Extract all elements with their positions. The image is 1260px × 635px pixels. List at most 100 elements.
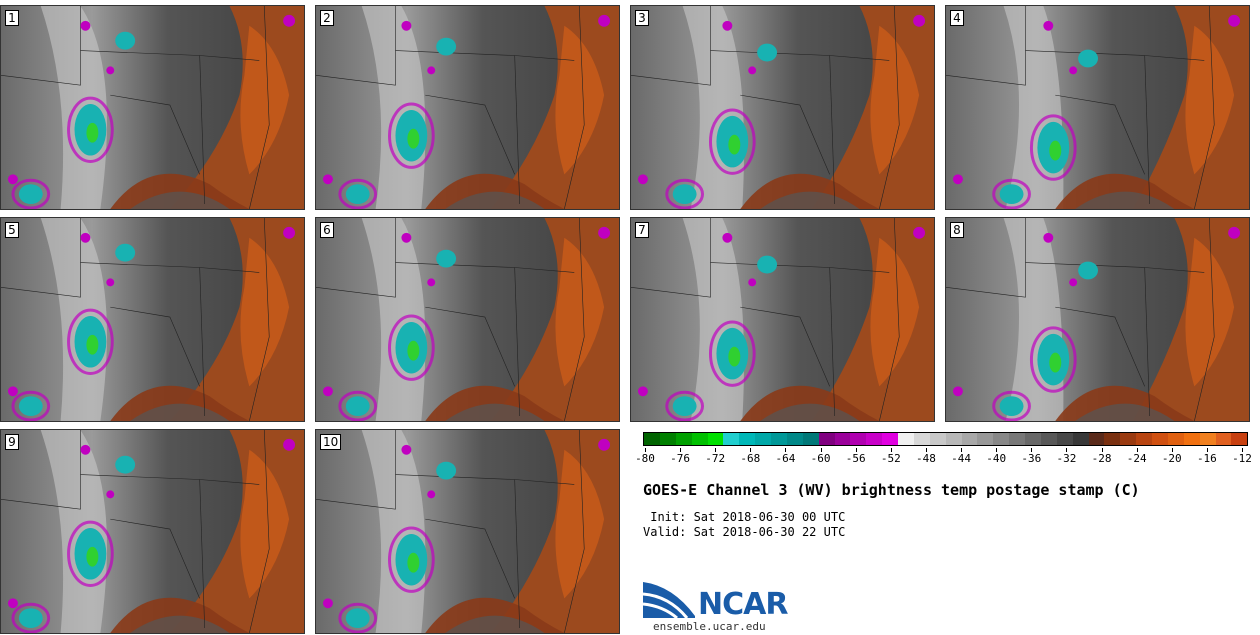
colorbar-tick [890,448,892,452]
colorbar-segment [675,433,692,445]
colorbar-tick-label: -76 [670,452,691,465]
colorbar-labels: -80 -76 -72 -68 -64 -60 -56 -52 -48 -44 -40 -36 -32 -… [635,448,1252,466]
logo-text: NCAR [698,587,788,622]
colorbar-segment [1072,433,1089,445]
colorbar-tick [785,448,787,452]
colorbar-segment [1231,433,1248,445]
water-vapor-map-icon [316,218,619,421]
colorbar-tick [1136,448,1138,452]
colorbar-segment [850,433,867,445]
colorbar-segment [1104,433,1121,445]
colorbar-tick [961,448,963,452]
colorbar-segment [1183,433,1200,445]
colorbar [643,432,1248,446]
colorbar-segment [882,433,898,445]
water-vapor-map-icon [631,6,934,209]
panel-number: 4 [950,10,964,26]
colorbar-tick-label: -72 [705,452,726,465]
map-panel-5: 5 [0,217,305,422]
colorbar-segment [691,433,708,445]
panel-number: 6 [320,222,334,238]
water-vapor-map-icon [1,218,304,421]
colorbar-tick [645,448,646,452]
colorbar-tick-label: -16 [1196,452,1217,465]
colorbar-tick-label: -68 [740,452,761,465]
colorbar-tick-label: -36 [1021,452,1042,465]
panel-number: 8 [950,222,964,238]
colorbar-tick [1031,448,1033,452]
colorbar-segment [802,433,819,445]
map-panel-2: 2 [315,5,620,210]
colorbar-tick [1171,448,1173,452]
colorbar-tick-label: -48 [916,452,936,465]
colorbar-segment [1167,433,1184,445]
init-time: Init: Sat 2018-06-30 00 UTC [643,510,846,524]
colorbar-tick [680,448,682,452]
water-vapor-map-icon [946,6,1249,209]
colorbar-segment [945,433,962,445]
colorbar-tick-label: -32 [1056,452,1077,465]
colorbar-segment [1009,433,1025,445]
water-vapor-map-icon [1,430,304,633]
colorbar-segment [1199,433,1216,445]
colorbar-tick-label: -20 [1161,452,1182,465]
colorbar-tick [996,448,998,452]
map-panel-7: 7 [630,217,935,422]
colorbar-tick-label: -56 [845,452,866,465]
panel-number: 9 [5,434,19,450]
colorbar-segment [659,433,676,445]
colorbar-segment [961,433,978,445]
colorbar-tick [1206,448,1208,452]
map-panel-3: 3 [630,5,935,210]
colorbar-tick-label: -64 [775,452,796,465]
colorbar-segment [993,433,1010,445]
colorbar-tick-label: -24 [1126,452,1147,465]
colorbar-segment [723,433,740,445]
colorbar-tick [750,448,752,452]
colorbar-tick [1066,448,1068,452]
colorbar-tick-label: -80 [635,452,655,465]
colorbar-tick [715,448,717,452]
water-vapor-map-icon [1,6,304,209]
map-panel-8: 8 [945,217,1250,422]
colorbar-tick [820,448,822,452]
panel-number: 2 [320,10,334,26]
panel-number: 1 [5,10,19,26]
colorbar-tick [1101,448,1103,452]
colorbar-segment [644,433,660,445]
valid-time: Valid: Sat 2018-06-30 22 UTC [643,525,846,539]
colorbar-tick-label: -12 [1232,452,1252,465]
site-url: ensemble.ucar.edu [653,620,766,633]
colorbar-segment [898,433,914,445]
colorbar-tick-label: -28 [1091,452,1112,465]
ncar-logo-icon [643,582,695,620]
panel-number: 10 [320,434,342,450]
colorbar-segment [866,433,883,445]
colorbar-segment [755,433,771,445]
colorbar-segment [977,433,994,445]
colorbar-tick-label: -40 [986,452,1007,465]
colorbar-tick [925,448,927,452]
panel-number: 7 [635,222,649,238]
colorbar-tick-label: -52 [880,452,901,465]
colorbar-segment [1215,433,1232,445]
colorbar-segment [818,433,835,445]
colorbar-segment [913,433,930,445]
panel-number: 3 [635,10,649,26]
water-vapor-map-icon [316,6,619,209]
colorbar-tick-label: -60 [810,452,831,465]
water-vapor-map-icon [946,218,1249,421]
colorbar-segment [1152,433,1168,445]
colorbar-segment [1120,433,1137,445]
colorbar-segment [786,433,803,445]
water-vapor-map-icon [631,218,934,421]
colorbar-segment [739,433,756,445]
map-panel-10: 10 [315,429,620,634]
water-vapor-map-icon [316,430,619,633]
colorbar-tick [855,448,857,452]
colorbar-segment [1088,433,1105,445]
map-panel-1: 1 [0,5,305,210]
colorbar-segment [1040,433,1057,445]
colorbar-segment [707,433,724,445]
colorbar-segment [1025,433,1041,445]
